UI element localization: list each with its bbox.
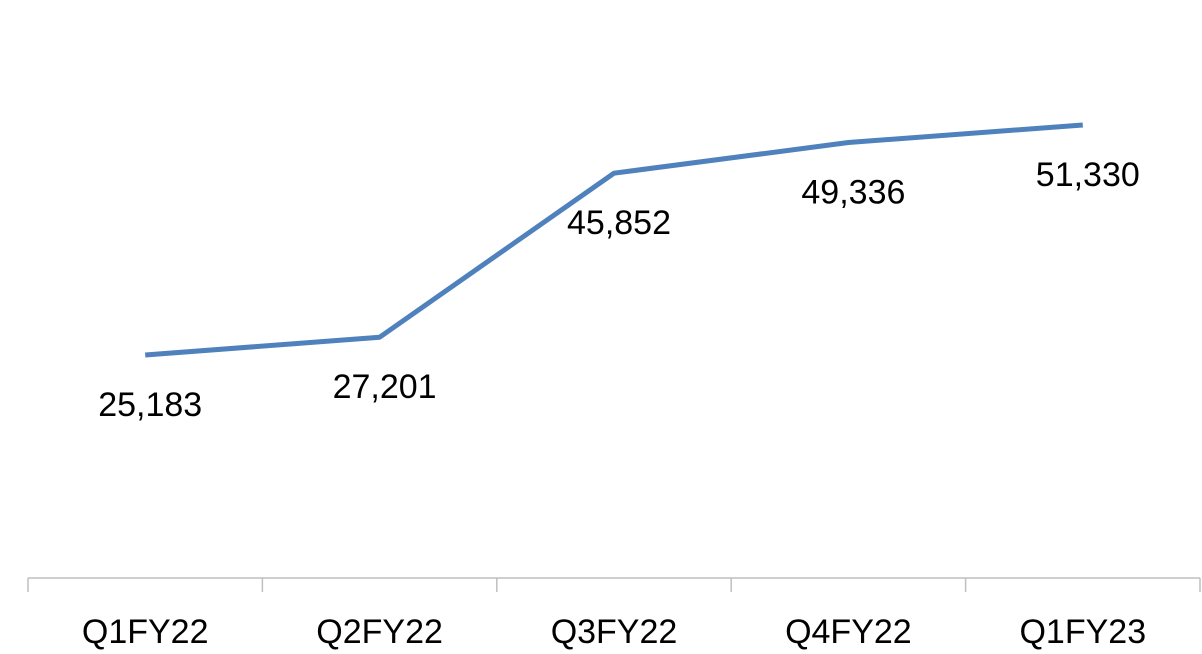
data-label: 45,852	[567, 204, 671, 242]
x-tick-label: Q1FY22	[82, 613, 209, 651]
data-label: 51,330	[1036, 156, 1140, 194]
x-tick-label: Q1FY23	[1019, 613, 1146, 651]
x-tick-label: Q2FY22	[316, 613, 443, 651]
x-tick-label: Q4FY22	[785, 613, 912, 651]
data-label: 25,183	[98, 386, 202, 424]
x-tick-label: Q3FY22	[551, 613, 678, 651]
data-label: 27,201	[333, 368, 437, 406]
data-label: 49,336	[801, 174, 905, 212]
line	[145, 122, 1083, 358]
